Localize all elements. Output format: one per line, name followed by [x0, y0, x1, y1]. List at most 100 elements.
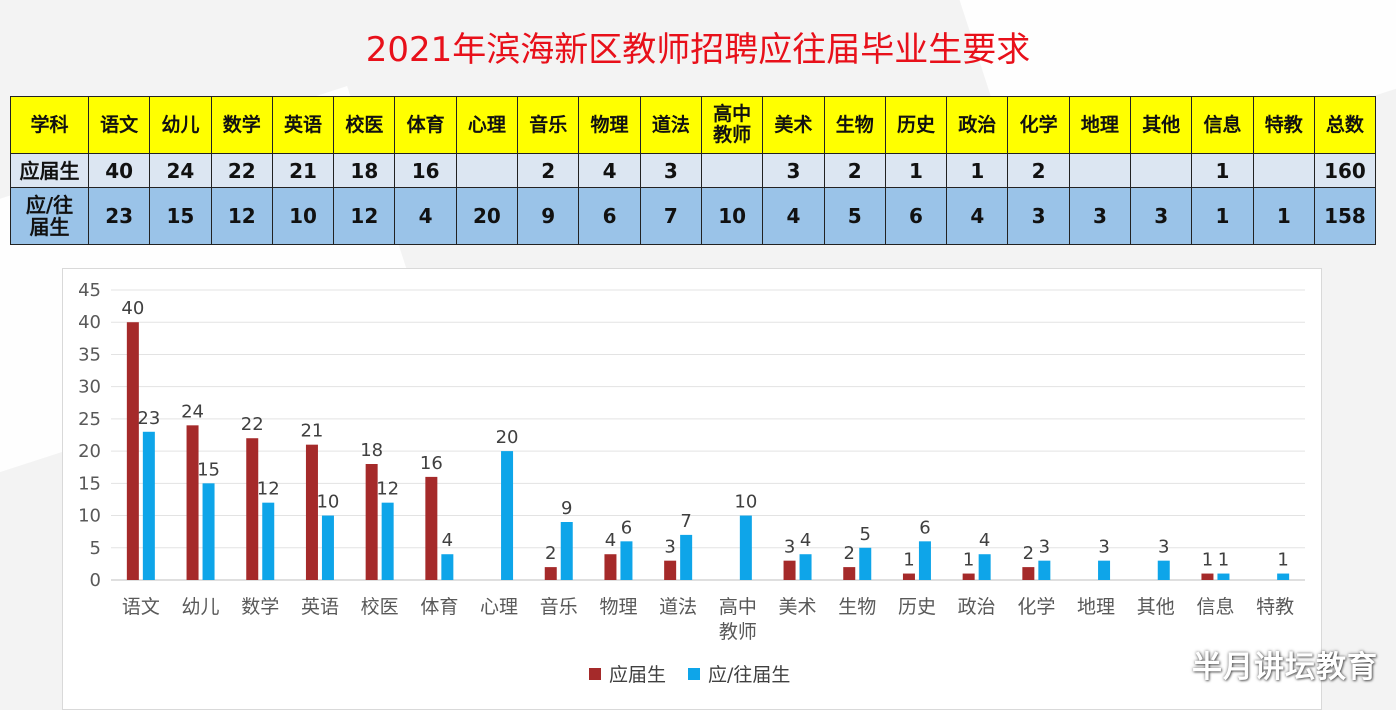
y-tick-label: 30	[78, 377, 101, 398]
header-cell-subject: 学科	[10, 96, 89, 154]
bar	[978, 554, 991, 580]
x-tick-label: 心理	[480, 596, 518, 618]
table-cell: 12	[333, 187, 396, 245]
x-tick-label: 体育	[420, 596, 458, 618]
bar	[560, 522, 573, 580]
data-label: 40	[121, 298, 144, 319]
header-cell: 心理	[455, 96, 519, 154]
data-label: 16	[420, 453, 443, 474]
table-row: 应届生 40 24 22 21 18 16 2 4 3 3 2 1 1 2 1 160	[10, 153, 1376, 188]
data-label: 2	[1023, 543, 1034, 564]
x-tick-label: 英语	[301, 596, 339, 618]
data-label: 3	[1158, 537, 1169, 558]
table-cell: 7	[639, 187, 702, 245]
bar	[859, 547, 872, 580]
bar	[321, 515, 334, 580]
data-label: 24	[181, 401, 204, 422]
table-cell: 3	[762, 153, 825, 188]
bar	[441, 554, 454, 580]
bar	[1038, 560, 1051, 580]
data-label: 1	[963, 550, 974, 571]
data-label: 21	[300, 421, 323, 442]
row-total: 158	[1313, 187, 1376, 245]
bar	[620, 541, 633, 580]
header-cell: 信息	[1191, 96, 1254, 154]
table-cell: 4	[578, 153, 641, 188]
x-tick-label: 政治	[958, 596, 996, 618]
legend-label: 应/往届生	[708, 664, 790, 686]
data-label: 6	[621, 517, 632, 538]
table-cell: 3	[1130, 187, 1193, 245]
table-cell: 2	[823, 153, 886, 188]
bar	[902, 573, 915, 580]
header-cell: 高中 教师	[700, 96, 764, 154]
header-cell: 音乐	[517, 96, 580, 154]
data-table: 学科 语文 幼儿 数学 英语 校医 体育 心理 音乐 物理 道法 高中 教师 美术 生物 历史 政治 化学 地理 其他…	[10, 96, 1376, 245]
table-cell: 3	[1007, 187, 1070, 245]
table-cell: 22	[210, 153, 273, 188]
table-cell: 40	[87, 153, 151, 188]
table-cell: 10	[700, 187, 764, 245]
legend-label: 应届生	[609, 664, 666, 686]
table-header-row: 学科 语文 幼儿 数学 英语 校医 体育 心理 音乐 物理 道法 高中 教师 美术 生物 历史 政治 化学 地理 其他…	[10, 96, 1376, 154]
data-label: 4	[979, 530, 990, 551]
x-tick-label: 音乐	[540, 596, 578, 618]
header-cell: 校医	[333, 96, 396, 154]
data-label: 6	[919, 517, 930, 538]
data-label: 4	[442, 530, 453, 551]
y-tick-label: 15	[78, 473, 101, 494]
data-label: 3	[1098, 537, 1109, 558]
table-cell: 1	[884, 153, 948, 188]
x-tick-label: 美术	[779, 596, 817, 618]
header-cell: 生物	[823, 96, 886, 154]
table-cell: 12	[210, 187, 273, 245]
y-tick-label: 20	[78, 441, 101, 462]
x-tick-label: 教师	[719, 621, 757, 643]
data-label: 3	[664, 537, 675, 558]
table-cell: 20	[455, 187, 519, 245]
bar	[783, 560, 796, 580]
header-cell: 美术	[762, 96, 825, 154]
bar	[918, 541, 931, 580]
header-cell: 语文	[87, 96, 151, 154]
data-label: 3	[1039, 537, 1050, 558]
bar	[126, 322, 139, 580]
header-cell: 地理	[1068, 96, 1132, 154]
table-cell	[1130, 153, 1193, 188]
table-cell: 10	[271, 187, 335, 245]
y-tick-label: 25	[78, 409, 101, 430]
data-label: 22	[241, 414, 264, 435]
bar	[799, 554, 812, 580]
x-tick-label: 其他	[1137, 596, 1175, 618]
row-total: 160	[1313, 153, 1376, 188]
header-cell: 物理	[578, 96, 641, 154]
data-label: 10	[316, 492, 339, 513]
bar	[262, 502, 275, 580]
recruitment-table: 学科 语文 幼儿 数学 英语 校医 体育 心理 音乐 物理 道法 高中 教师 美术 生物 历史 政治 化学 地理 其他…	[10, 96, 1376, 245]
y-tick-label: 0	[90, 570, 101, 591]
header-cell: 政治	[946, 96, 1009, 154]
data-label: 20	[496, 427, 519, 448]
data-label: 1	[1202, 550, 1213, 571]
header-cell: 道法	[639, 96, 702, 154]
data-label: 12	[376, 479, 399, 500]
header-cell: 历史	[884, 96, 948, 154]
table-cell: 21	[271, 153, 335, 188]
x-tick-label: 高中	[719, 596, 757, 618]
table-cell: 18	[333, 153, 396, 188]
table-cell: 2	[1007, 153, 1070, 188]
data-label: 7	[680, 511, 691, 532]
data-label: 9	[561, 498, 572, 519]
y-tick-label: 5	[90, 538, 101, 559]
table-cell	[700, 153, 764, 188]
data-label: 1	[1277, 550, 1288, 571]
x-tick-label: 数学	[241, 596, 279, 618]
header-cell-total: 总数	[1313, 96, 1376, 154]
x-tick-label: 生物	[838, 596, 876, 618]
row-label: 应/往 届生	[10, 187, 89, 245]
bar	[186, 425, 199, 580]
x-tick-label: 信息	[1196, 596, 1234, 618]
bar	[246, 438, 259, 580]
data-label: 12	[257, 479, 280, 500]
data-label: 2	[545, 543, 556, 564]
